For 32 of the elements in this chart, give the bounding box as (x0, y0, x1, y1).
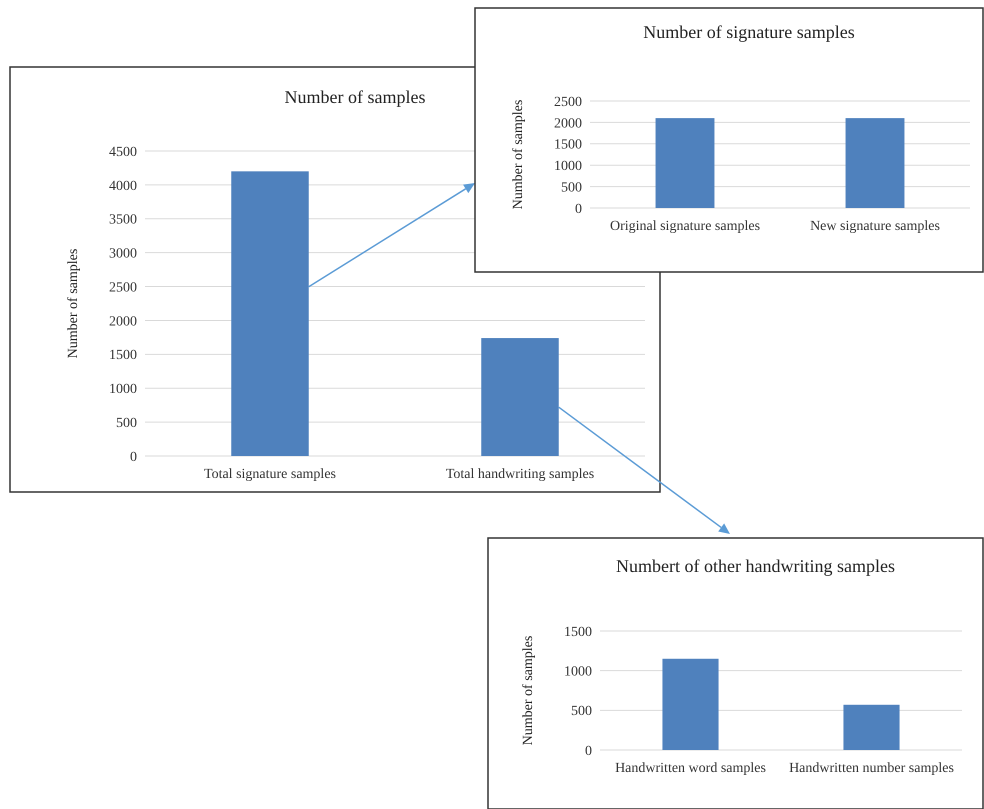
y-tick-label: 0 (575, 202, 582, 217)
x-tick-label: Total signature samples (204, 467, 336, 482)
y-tick-label: 3500 (109, 212, 137, 228)
y-tick-label: 1500 (109, 348, 137, 364)
y-tick-label: 2000 (554, 116, 582, 132)
y-tick-label: 500 (571, 704, 592, 720)
y-tick-label: 500 (561, 180, 582, 196)
y-tick-label: 2500 (109, 280, 137, 296)
y-axis-title: Number of samples (511, 100, 526, 210)
x-tick-label: Handwritten word samples (615, 761, 766, 776)
x-tick-label: New signature samples (810, 219, 940, 234)
y-tick-label: 0 (585, 744, 592, 759)
y-tick-label: 1000 (564, 664, 592, 680)
x-tick-label: Original signature samples (610, 219, 760, 234)
y-axis-title: Number of samples (521, 636, 536, 746)
y-tick-label: 0 (130, 450, 137, 465)
y-tick-label: 500 (116, 416, 137, 432)
y-tick-label: 2500 (554, 94, 582, 110)
y-axis-title: Number of samples (66, 248, 81, 358)
chart-title: Numbert of other handwriting samples (616, 556, 895, 576)
chart-title: Number of samples (284, 87, 426, 107)
x-tick-label: Total handwriting samples (446, 467, 594, 482)
y-tick-label: 4500 (109, 144, 137, 160)
y-tick-label: 3000 (109, 246, 137, 262)
y-tick-label: 1500 (554, 138, 582, 153)
y-tick-label: 2000 (109, 314, 137, 330)
chart-title: Number of signature samples (643, 22, 855, 42)
y-tick-label: 1500 (564, 624, 592, 640)
y-tick-label: 1000 (109, 382, 137, 398)
x-tick-label: Handwritten number samples (789, 761, 954, 776)
y-tick-label: 1000 (554, 159, 582, 174)
y-tick-label: 4000 (109, 178, 137, 194)
